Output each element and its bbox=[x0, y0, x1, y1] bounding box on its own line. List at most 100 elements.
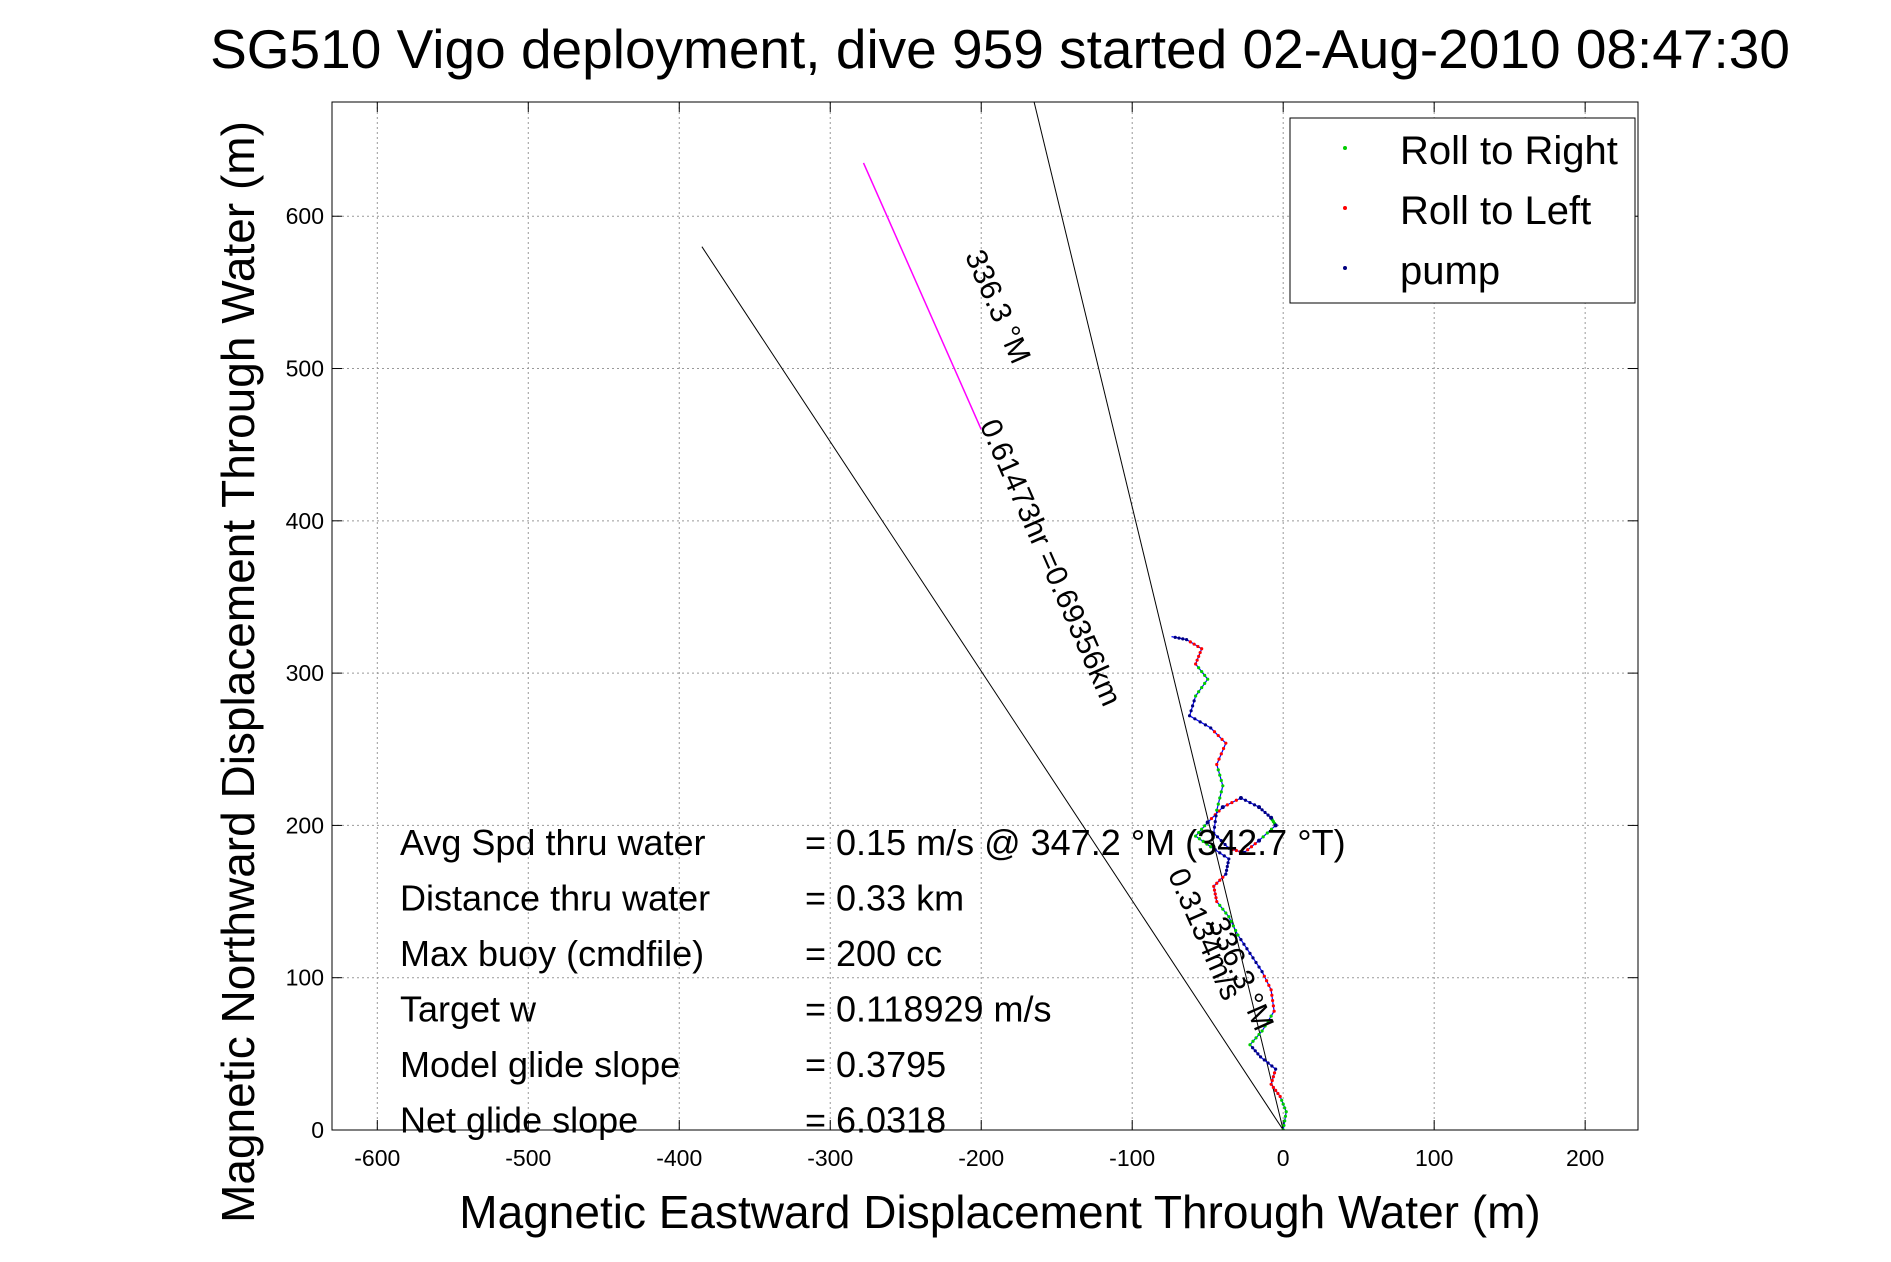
trajectory-marker bbox=[1253, 1049, 1257, 1053]
trajectory-marker bbox=[1197, 666, 1201, 670]
y-axis-label: Magnetic Northward Displacement Through … bbox=[212, 121, 264, 1223]
trajectory-marker bbox=[1226, 861, 1230, 865]
stat-value: = 0.33 km bbox=[805, 878, 964, 919]
trajectory-marker bbox=[1238, 850, 1242, 854]
trajectory-marker bbox=[1218, 796, 1222, 800]
trajectory-marker bbox=[1274, 1067, 1278, 1071]
trajectory-marker bbox=[1271, 1085, 1275, 1089]
trajectory-marker bbox=[1191, 704, 1195, 708]
trajectory-marker bbox=[1271, 1075, 1275, 1079]
trajectory-marker bbox=[1269, 1082, 1273, 1086]
pump-marker bbox=[1269, 815, 1274, 820]
trajectory-marker bbox=[1219, 790, 1223, 794]
trajectory-marker bbox=[1267, 983, 1271, 987]
x-tick-label: 100 bbox=[1415, 1145, 1453, 1171]
trajectory-marker bbox=[1194, 662, 1198, 666]
stat-label: Target w bbox=[400, 989, 537, 1030]
trajectory-marker bbox=[1260, 970, 1264, 974]
trajectory-marker bbox=[1187, 714, 1192, 718]
x-tick-label: -300 bbox=[807, 1145, 853, 1171]
stat-label: Max buoy (cmdfile) bbox=[400, 933, 704, 974]
trajectory-marker bbox=[1260, 1029, 1264, 1033]
pump-marker bbox=[1257, 805, 1262, 810]
trajectory-marker bbox=[1195, 658, 1199, 662]
trajectory-marker bbox=[1177, 636, 1181, 640]
trajectory-marker bbox=[1218, 903, 1222, 907]
trajectory-marker bbox=[1218, 851, 1222, 855]
trajectory-marker bbox=[1283, 1106, 1287, 1110]
trajectory-marker bbox=[1197, 837, 1201, 841]
x-tick-label: -600 bbox=[354, 1145, 400, 1171]
trajectory-marker bbox=[1212, 831, 1216, 835]
trajectory-marker bbox=[1248, 1043, 1252, 1047]
y-tick-label: 400 bbox=[286, 508, 324, 534]
trajectory-marker bbox=[1200, 827, 1204, 831]
trajectory-marker bbox=[1219, 752, 1223, 756]
stat-value: = 0.118929 m/s bbox=[805, 989, 1052, 1030]
trajectory-marker bbox=[1269, 827, 1274, 831]
trajectory-marker bbox=[1260, 808, 1264, 812]
trajectory-marker bbox=[1258, 1055, 1263, 1059]
trajectory-marker bbox=[1225, 864, 1229, 869]
x-tick-label: 200 bbox=[1566, 1145, 1604, 1171]
pump-marker bbox=[1205, 820, 1210, 825]
trajectory-marker bbox=[1197, 831, 1201, 835]
legend-label: Roll to Left bbox=[1400, 189, 1591, 233]
trajectory-marker bbox=[1245, 947, 1249, 951]
trajectory-marker bbox=[1227, 857, 1231, 861]
stat-label: Model glide slope bbox=[400, 1044, 680, 1085]
trajectory-marker bbox=[1203, 723, 1208, 727]
trajectory-marker bbox=[1184, 638, 1189, 642]
y-tick-label: 200 bbox=[286, 812, 324, 838]
trajectory-marker bbox=[1227, 915, 1231, 919]
trajectory-marker bbox=[1212, 730, 1217, 734]
trajectory-marker bbox=[1229, 919, 1233, 923]
trajectory-marker bbox=[1192, 642, 1196, 646]
trajectory-marker bbox=[1219, 839, 1223, 843]
trajectory-marker bbox=[1272, 1009, 1276, 1013]
trajectory-marker bbox=[1283, 1114, 1288, 1118]
trajectory-marker bbox=[1194, 694, 1198, 698]
pump-marker bbox=[1238, 795, 1243, 800]
trajectory-marker bbox=[1251, 1046, 1255, 1050]
trajectory-marker bbox=[1224, 872, 1228, 876]
legend-marker bbox=[1343, 146, 1347, 150]
trajectory-marker bbox=[1209, 726, 1213, 730]
trajectory-marker bbox=[1276, 1091, 1280, 1096]
trajectory-marker bbox=[1215, 835, 1220, 839]
stat-label: Net glide slope bbox=[400, 1100, 638, 1141]
trajectory-marker bbox=[1222, 854, 1226, 858]
trajectory-marker bbox=[1197, 690, 1201, 694]
x-tick-label: -400 bbox=[656, 1145, 702, 1171]
trajectory-marker bbox=[1206, 677, 1210, 681]
trajectory-marker bbox=[1213, 820, 1217, 824]
trajectory-marker bbox=[1212, 825, 1217, 829]
trajectory-marker bbox=[1221, 907, 1225, 911]
trajectory-marker bbox=[1262, 974, 1266, 978]
stat-value: = 200 cc bbox=[805, 933, 942, 974]
trajectory-marker bbox=[1218, 773, 1222, 777]
trajectory-marker bbox=[1282, 1123, 1286, 1128]
data-layer bbox=[701, 102, 1288, 1130]
trajectory-marker bbox=[1246, 848, 1250, 852]
y-tick-label: 600 bbox=[286, 203, 324, 229]
reference-line bbox=[1033, 102, 1284, 1130]
trajectory-marker bbox=[1181, 637, 1185, 641]
trajectory-marker bbox=[1257, 1032, 1261, 1037]
trajectory-marker bbox=[1209, 816, 1214, 821]
y-tick-label: 100 bbox=[286, 965, 324, 991]
chart-title: SG510 Vigo deployment, dive 959 started … bbox=[210, 18, 1790, 80]
trajectory-marker bbox=[1198, 650, 1202, 655]
pump-marker bbox=[1220, 805, 1225, 810]
trajectory-marker bbox=[1223, 842, 1227, 847]
trajectory-marker bbox=[1224, 911, 1228, 915]
x-tick-label: 0 bbox=[1277, 1145, 1290, 1171]
trajectory-marker bbox=[1221, 784, 1225, 788]
trajectory-marker bbox=[1227, 846, 1231, 850]
trajectory-marker bbox=[1271, 1004, 1275, 1008]
trajectory-marker bbox=[1215, 808, 1219, 812]
trajectory-marker bbox=[1214, 896, 1218, 900]
trajectory-marker bbox=[1214, 814, 1218, 818]
trajectory-marker bbox=[1242, 942, 1246, 946]
trajectory-marker bbox=[1215, 881, 1219, 885]
